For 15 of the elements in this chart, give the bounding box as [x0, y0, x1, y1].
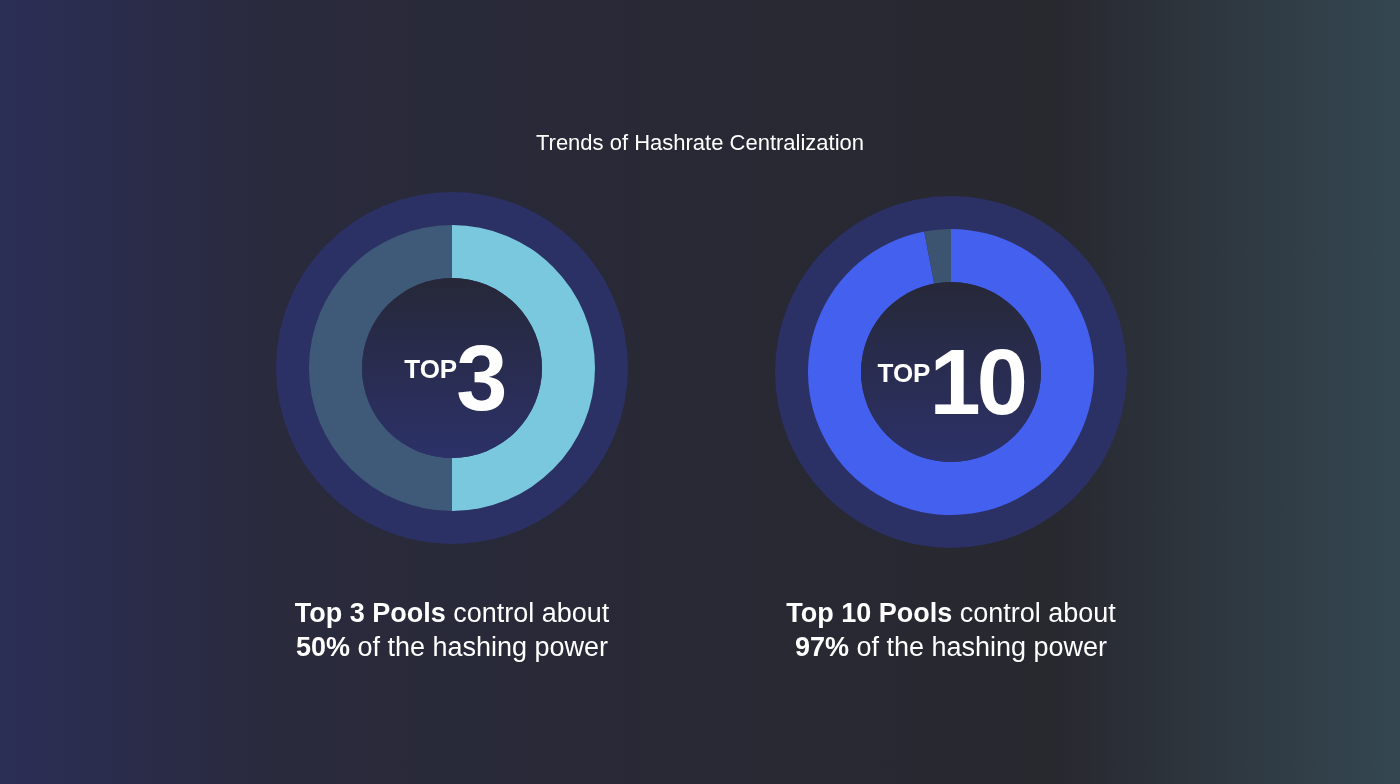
text: TOP	[404, 354, 458, 384]
text: 10	[929, 331, 1025, 433]
donut-slice	[808, 229, 1094, 515]
text: control about	[959, 598, 1117, 628]
donut-slice	[924, 229, 951, 284]
text: Top 3 Pools	[294, 598, 446, 628]
text: Trends of Hashrate Centralization	[535, 130, 865, 155]
text: of the hashing power	[357, 632, 609, 662]
text: 50%	[295, 632, 350, 662]
text: of the hashing power	[856, 632, 1108, 662]
text: control about	[453, 598, 610, 628]
text: Top 10 Pools	[786, 598, 953, 628]
text: 97%	[794, 632, 849, 662]
text: 3	[456, 327, 505, 429]
text: TOP	[877, 358, 931, 388]
